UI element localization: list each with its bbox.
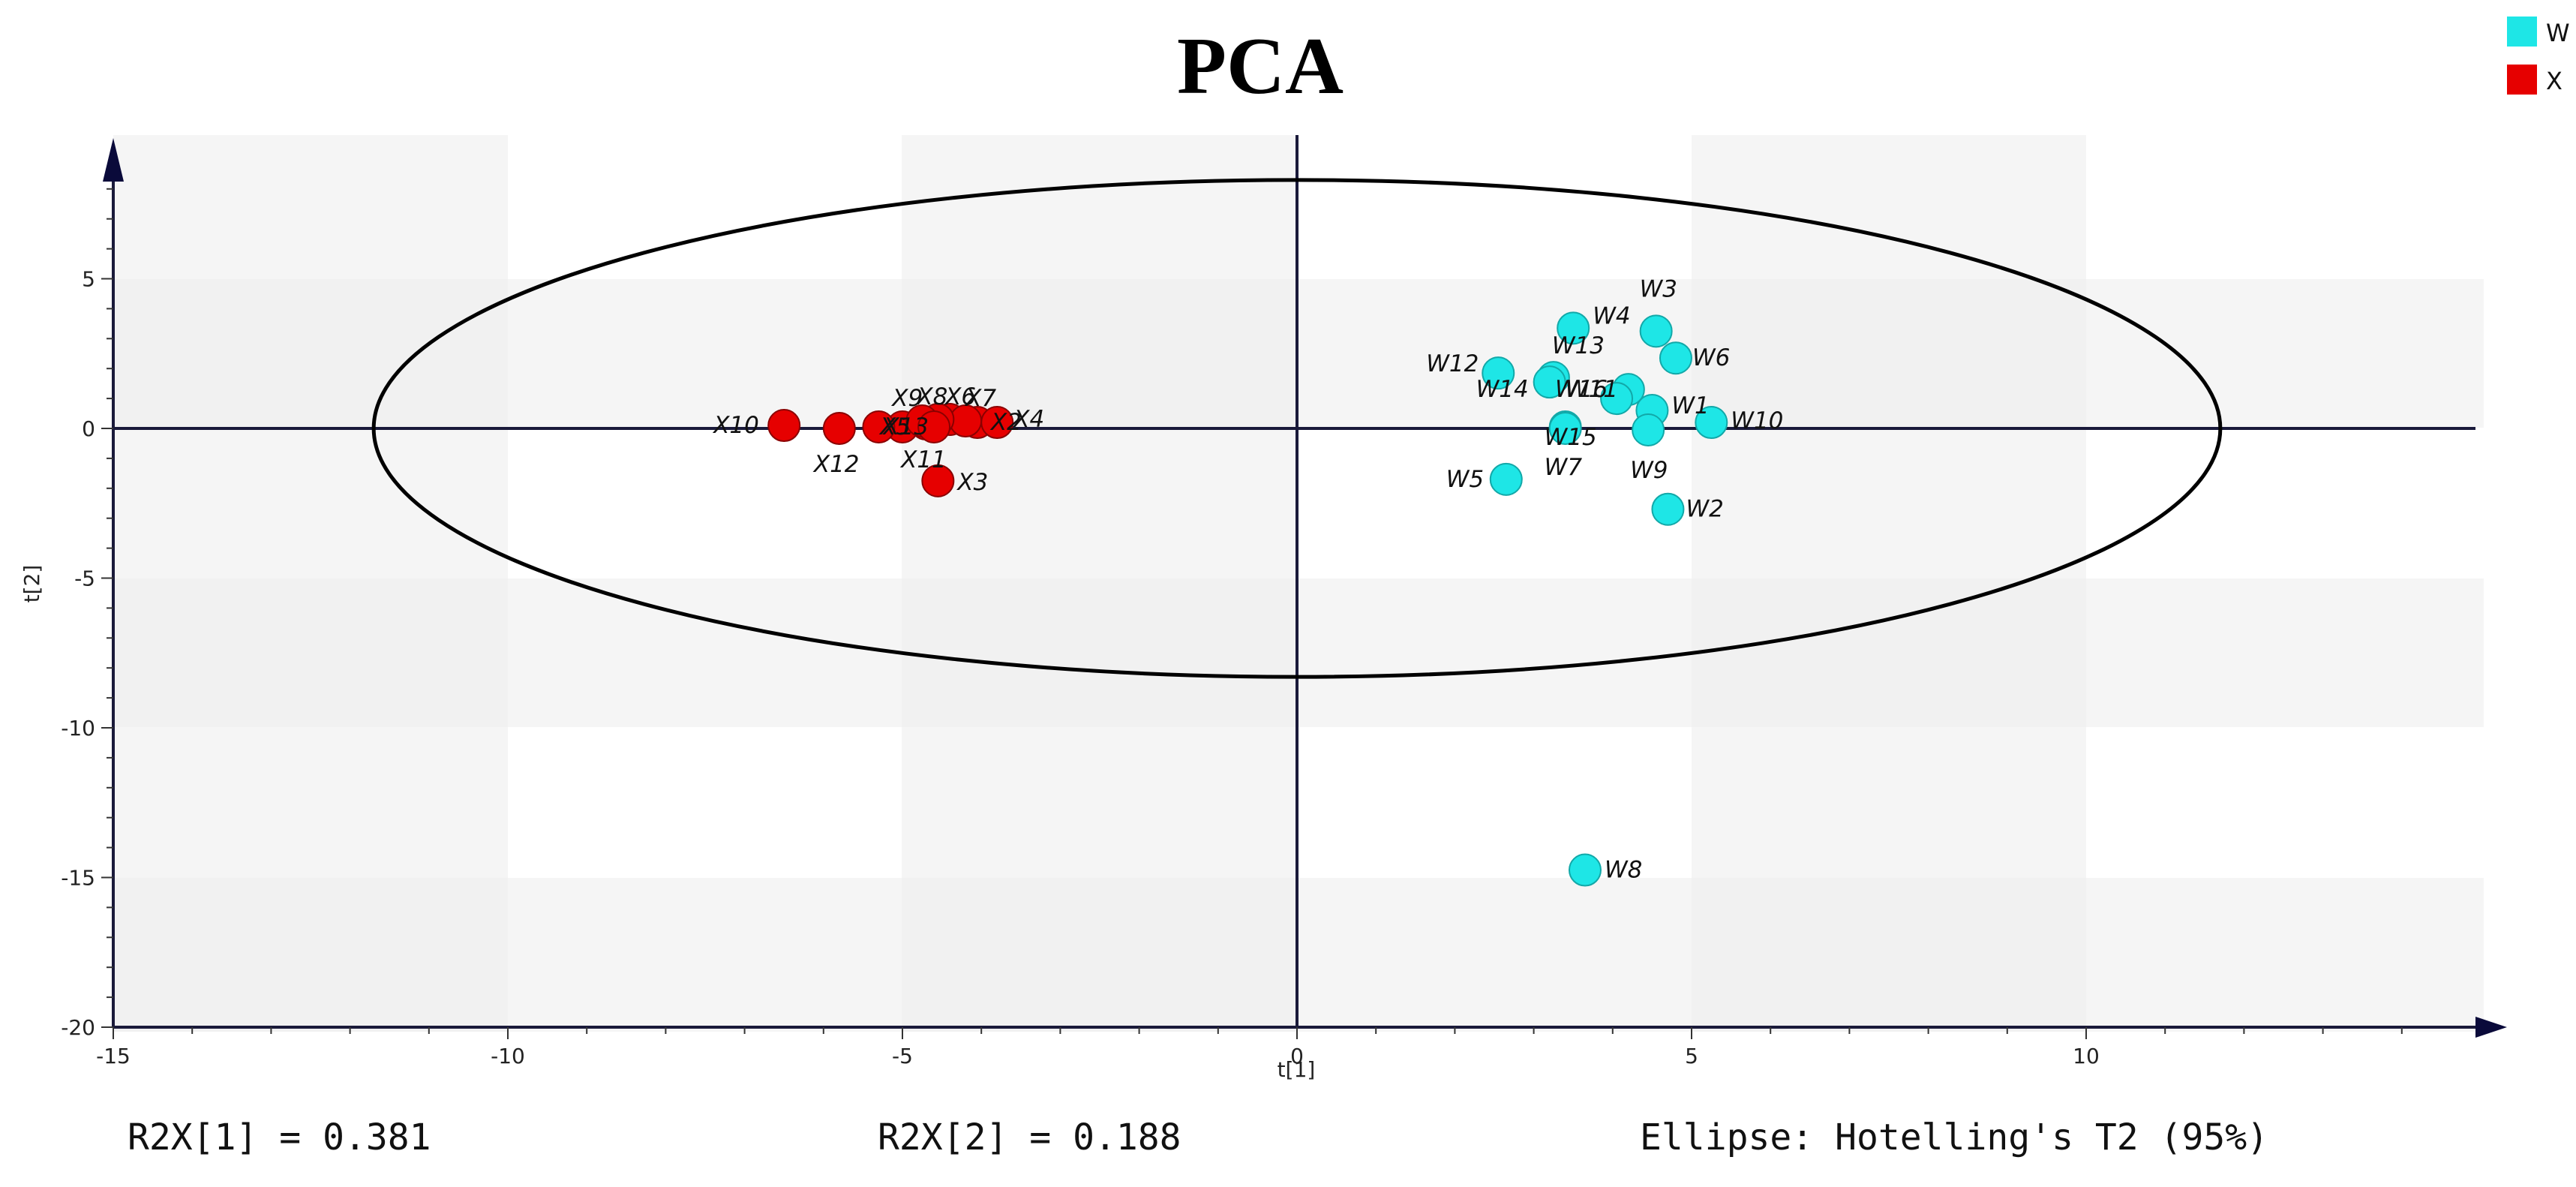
label-x7: X7 [964,385,996,412]
point-w15[interactable] [1548,412,1582,445]
y-tick-label: -5 [74,566,95,591]
legend-label-w: W [2546,19,2570,47]
legend: W X [2507,17,2570,95]
point-w9[interactable] [1632,413,1665,446]
label-x13: X13 [881,413,929,440]
r2x2-text: R2X[2] = 0.188 [878,1116,1181,1158]
label-x4: X4 [1012,406,1044,433]
label-w13: W13 [1552,332,1605,359]
label-w3: W3 [1640,275,1677,302]
label-w9: W9 [1630,457,1668,484]
label-x10: X10 [712,412,759,439]
x-tick-label: -15 [96,1044,131,1068]
x-tick-label: 10 [2073,1044,2100,1068]
x-tick-label: -5 [892,1044,913,1068]
point-labels: W1 W2 W3 W4 W5 W6 W7 W8 W9 W10 W11 W12 W13 W14 W15 W16 X… [712,275,1783,883]
y-tick-label: 0 [82,416,95,441]
label-w12: W12 [1426,350,1479,377]
x-axis-label: t[1] [1277,1057,1316,1082]
label-w4: W4 [1593,302,1630,329]
data-points [767,311,1728,887]
point-w5[interactable] [1489,462,1523,496]
label-w16: W16 [1555,376,1608,403]
x-tick-label: 5 [1685,1044,1698,1068]
x-axis-arrow [2475,1017,2507,1038]
label-x9: X9 [890,385,923,412]
point-w16[interactable] [1600,382,1634,416]
point-w6[interactable] [1659,341,1692,375]
label-x8: X8 [915,383,947,410]
legend-swatch-x[interactable] [2507,65,2537,95]
point-x12[interactable] [822,412,856,445]
y-tick-label: -20 [61,1015,95,1040]
point-x13[interactable] [862,410,896,444]
label-w11: W11 [1566,376,1618,403]
point-w12[interactable] [1482,356,1515,390]
r2x1-text: R2X[1] = 0.381 [128,1116,431,1158]
label-w8: W8 [1605,857,1642,884]
label-x11: X11 [899,446,947,473]
ellipse-note-text: Ellipse: Hotelling's T2 (95%) [1640,1116,2269,1158]
point-w8[interactable] [1568,853,1602,887]
y-tick-label: -10 [61,716,95,741]
legend-label-x: X [2546,67,2562,95]
point-w14[interactable] [1533,365,1566,399]
y-axis-label: t[2] [20,565,44,603]
y-tick-label: 5 [82,267,95,292]
point-w10[interactable] [1695,406,1728,440]
label-w1: W1 [1671,392,1709,419]
legend-swatch-w[interactable] [2507,17,2537,47]
y-axis-arrow [103,138,124,182]
label-w14: W14 [1476,376,1529,403]
label-w15: W15 [1545,424,1597,451]
hotelling-ellipse [371,178,2223,679]
hotelling-ellipse-group [371,178,2223,679]
label-x6: X6 [944,383,976,410]
label-w2: W2 [1686,496,1723,523]
label-w7: W7 [1545,454,1583,481]
chart-title: PCA [1177,22,1344,111]
label-w6: W6 [1692,344,1730,371]
x-tick-label: 0 [1290,1044,1304,1068]
point-x10[interactable] [767,409,801,443]
label-x12: X12 [812,451,860,478]
label-x5: X5 [878,413,911,440]
axes [103,135,2507,1038]
point-w2[interactable] [1651,492,1685,526]
point-w3[interactable] [1639,314,1673,348]
y-tick-label: -15 [61,866,95,891]
label-w10: W10 [1731,407,1783,434]
label-x3: X3 [956,469,988,496]
point-x3[interactable] [921,464,955,497]
label-x2: X2 [989,409,1022,436]
point-w4[interactable] [1557,311,1590,345]
point-x11[interactable] [917,410,951,444]
label-w5: W5 [1446,466,1484,493]
x-tick-label: -10 [491,1044,525,1068]
